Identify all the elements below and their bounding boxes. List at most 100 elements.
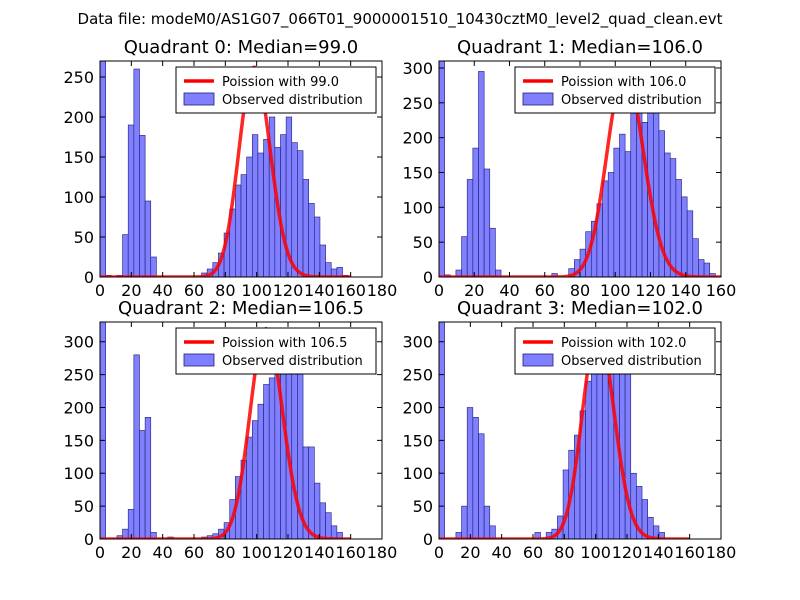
- panel-title: Quadrant 0: Median=99.0: [124, 37, 359, 58]
- histogram-bar: [473, 417, 479, 539]
- x-tick-label: 0: [95, 281, 105, 300]
- histogram-bar: [252, 421, 258, 539]
- y-tick-label: 0: [423, 268, 433, 287]
- histogram-bar: [704, 263, 710, 277]
- x-tick-label: 80: [215, 543, 235, 562]
- y-tick-label: 250: [63, 68, 94, 87]
- histogram-bar: [490, 228, 496, 277]
- x-tick-label: 140: [304, 543, 335, 562]
- y-tick-label: 0: [423, 530, 433, 549]
- legend: Poission with 102.0 Observed distribution: [515, 328, 715, 374]
- histogram-bar: [603, 181, 609, 277]
- histogram-bar: [123, 235, 129, 277]
- legend-label-poisson: Poission with 106.5: [222, 336, 347, 351]
- x-tick-label: 140: [643, 543, 674, 562]
- histogram-bar: [145, 417, 151, 539]
- histogram-bar: [258, 404, 264, 539]
- x-tick-label: 180: [367, 281, 398, 300]
- y-tick-label: 150: [63, 148, 94, 167]
- histogram-bar: [139, 135, 145, 277]
- histogram-bar: [490, 526, 496, 539]
- y-tick-label: 100: [402, 464, 433, 483]
- y-tick-label: 250: [402, 94, 433, 113]
- legend-label-observed: Observed distribution: [222, 354, 363, 369]
- y-tick-label: 150: [402, 431, 433, 450]
- histogram-bar: [619, 134, 625, 277]
- x-tick-label: 0: [95, 543, 105, 562]
- legend-label-observed: Observed distribution: [222, 93, 363, 108]
- histogram-bar: [145, 201, 151, 277]
- y-tick-label: 300: [402, 333, 433, 352]
- panel-2: Quadrant 2: Median=106.50 20 40 60 80 100 120 1…: [63, 298, 397, 562]
- figure-suptitle: Data file: modeM0/AS1G07_066T01_90000015…: [78, 10, 723, 29]
- legend-bar-swatch: [184, 354, 214, 366]
- x-tick-label: 20: [121, 543, 141, 562]
- y-tick-label: 200: [63, 108, 94, 127]
- figure: Data file: modeM0/AS1G07_066T01_90000015…: [0, 0, 800, 600]
- histogram-bar: [320, 503, 326, 539]
- legend: Poission with 106.0 Observed distribution: [515, 67, 715, 113]
- histogram-bar: [258, 153, 264, 277]
- y-tick-label: 200: [402, 129, 433, 148]
- histogram-bar: [292, 143, 298, 277]
- panel-title: Quadrant 1: Median=106.0: [457, 37, 703, 58]
- histogram-bar: [100, 61, 106, 277]
- x-tick-label: 40: [491, 543, 511, 562]
- legend-label-observed: Observed distribution: [561, 354, 702, 369]
- histogram-bar: [151, 257, 157, 277]
- histogram-bar: [670, 159, 676, 277]
- x-tick-label: 40: [152, 543, 172, 562]
- histogram-bar: [264, 139, 270, 277]
- histogram-bar: [478, 434, 484, 539]
- histogram-bar: [473, 148, 479, 277]
- x-tick-label: 0: [434, 543, 444, 562]
- legend-label-poisson: Poission with 102.0: [561, 336, 686, 351]
- legend-label-poisson: Poission with 99.0: [222, 75, 339, 90]
- y-tick-label: 0: [84, 530, 94, 549]
- panel-title: Quadrant 2: Median=106.5: [118, 298, 364, 319]
- y-tick-label: 50: [74, 228, 94, 247]
- legend-bar-swatch: [523, 354, 553, 366]
- panel-0: Quadrant 0: Median=99.00 20 40 60 80 100 120 14…: [63, 37, 397, 300]
- y-tick-label: 100: [63, 464, 94, 483]
- histogram-bar: [625, 152, 631, 277]
- histogram-bar: [653, 110, 659, 277]
- histogram-bar: [467, 407, 473, 539]
- legend-bar-swatch: [184, 93, 214, 105]
- histogram-bar: [608, 172, 614, 277]
- histogram-bar: [247, 157, 253, 277]
- histogram-bar: [439, 61, 445, 277]
- x-tick-label: 160: [335, 543, 366, 562]
- legend-bar-swatch: [523, 93, 553, 105]
- y-tick-label: 150: [63, 431, 94, 450]
- histogram-bar: [326, 513, 332, 539]
- panels: Quadrant 0: Median=99.00 20 40 60 80 100 120 14…: [63, 37, 736, 562]
- histogram-bar: [682, 197, 688, 277]
- histogram-bar: [484, 169, 490, 277]
- y-tick-label: 250: [402, 366, 433, 385]
- histogram-bar: [269, 378, 275, 539]
- histogram-bar: [309, 447, 315, 539]
- y-tick-label: 0: [84, 268, 94, 287]
- histogram-bar: [478, 71, 484, 277]
- x-tick-label: 180: [367, 543, 398, 562]
- x-tick-label: 80: [554, 543, 574, 562]
- histogram-bar: [252, 135, 258, 277]
- histogram-bar: [292, 371, 298, 539]
- y-tick-label: 200: [63, 398, 94, 417]
- x-tick-label: 160: [706, 281, 737, 300]
- y-tick-label: 250: [63, 366, 94, 385]
- y-tick-label: 50: [74, 497, 94, 516]
- y-tick-label: 50: [413, 497, 433, 516]
- histogram-bar: [586, 381, 592, 539]
- legend-label-poisson: Poission with 106.0: [561, 75, 686, 90]
- histogram-bar: [247, 437, 253, 539]
- histogram-bar: [303, 179, 309, 277]
- histogram-bar: [280, 352, 286, 539]
- histogram-bar: [698, 260, 704, 277]
- histogram-bar: [687, 211, 693, 277]
- panel-1: Quadrant 1: Median=106.00 20 40 60 80 100 120 1…: [402, 37, 736, 300]
- histogram-bar: [484, 506, 490, 539]
- histogram-bar: [462, 506, 468, 539]
- x-tick-label: 0: [434, 281, 444, 300]
